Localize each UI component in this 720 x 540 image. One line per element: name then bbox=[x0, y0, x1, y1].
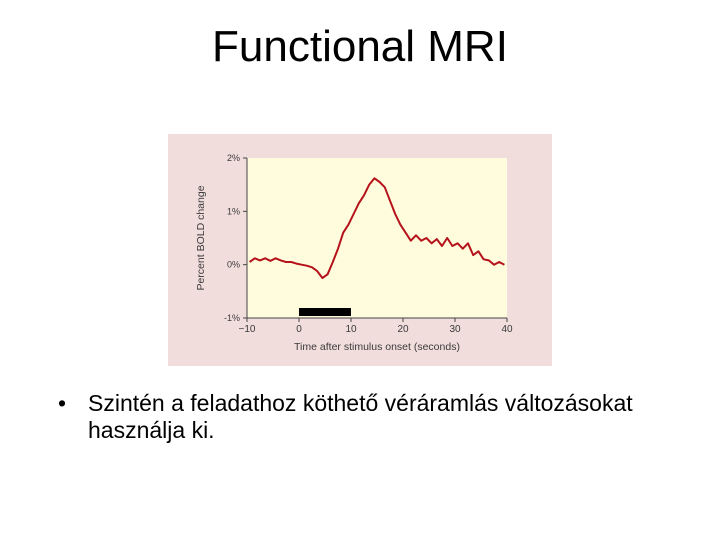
x-axis-label: Time after stimulus onset (seconds) bbox=[294, 341, 460, 353]
x-tick-label: 0 bbox=[296, 324, 302, 335]
slide-title: Functional MRI bbox=[212, 22, 508, 71]
x-tick-label: 10 bbox=[345, 324, 357, 335]
y-tick-label: 2% bbox=[227, 153, 240, 163]
y-tick-label: -1% bbox=[224, 313, 240, 323]
series-group bbox=[249, 177, 505, 279]
x-tick-label: 20 bbox=[397, 324, 409, 335]
x-tick-label: −10 bbox=[239, 324, 256, 335]
bullet-marker: • bbox=[58, 390, 67, 416]
ticks: −10 0 10 20 30 40 2% 1% 0% -1% bbox=[224, 153, 513, 335]
bold-response-line bbox=[249, 177, 505, 279]
bold-response-figure: −10 0 10 20 30 40 2% 1% 0% -1% Time after stimulu… bbox=[168, 134, 552, 371]
x-tick-label: 40 bbox=[501, 324, 513, 335]
y-axis-label: Percent BOLD change bbox=[195, 185, 207, 290]
bullet-item: • Szintén a feladathoz köthető véráramlá… bbox=[58, 390, 678, 444]
bold-chart: −10 0 10 20 30 40 2% 1% 0% -1% Time after stimulu… bbox=[168, 134, 552, 366]
stimulus-bar bbox=[299, 308, 351, 316]
axes bbox=[246, 158, 507, 319]
y-tick-label: 1% bbox=[227, 206, 240, 216]
x-tick-label: 30 bbox=[449, 324, 461, 335]
y-tick-label: 0% bbox=[227, 260, 240, 270]
bullet-text: Szintén a feladathoz köthető véráramlás … bbox=[88, 390, 633, 443]
plot-area bbox=[247, 158, 507, 318]
